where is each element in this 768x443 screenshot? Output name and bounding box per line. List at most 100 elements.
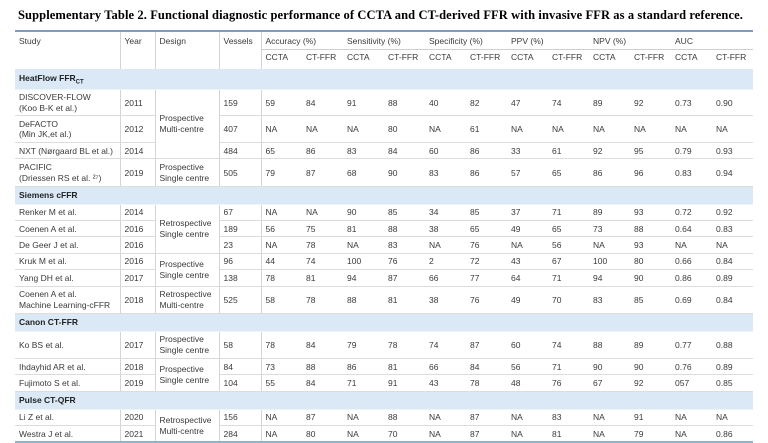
value-cell: NA <box>671 236 713 254</box>
year-cell: 2020 <box>120 409 156 427</box>
subcol-ccta: CCTA <box>265 52 289 62</box>
value-cell: NA <box>261 204 302 222</box>
table-row: Coenen A et al. 2016 189 56 75 81 88 38 65 49 65 73… <box>15 220 754 238</box>
col-header-vessels: Vessels <box>219 31 262 69</box>
value-cell: 86 <box>343 358 385 376</box>
value-cell: 90 <box>384 158 426 187</box>
section-row: Canon CT-FFR <box>15 313 754 332</box>
value-cell: 91 <box>343 89 385 117</box>
subcol-ccta: CCTA <box>347 52 370 62</box>
vessels-cell: 159 <box>219 89 262 117</box>
value-cell: 74 <box>548 331 590 360</box>
value-cell: 86 <box>302 142 344 160</box>
value-cell: 0.90 <box>712 89 754 117</box>
value-cell: 59 <box>261 89 302 117</box>
study-cell: Renker M et al. <box>15 204 121 222</box>
value-cell: 0.72 <box>671 204 713 222</box>
value-cell: NA <box>425 115 467 144</box>
value-cell: 0.79 <box>671 142 713 160</box>
value-cell: NA <box>425 236 467 254</box>
study-cell: Coenen A et al. <box>15 220 121 238</box>
value-cell: 66 <box>425 358 467 376</box>
value-cell: 47 <box>507 89 549 117</box>
value-cell: 83 <box>589 286 631 314</box>
vessels-cell: 67 <box>219 204 262 222</box>
value-cell: 48 <box>507 374 549 392</box>
value-cell: 80 <box>302 425 344 443</box>
value-cell: 76 <box>384 253 426 271</box>
value-cell: NA <box>630 115 672 144</box>
value-cell: 56 <box>507 358 549 376</box>
value-cell: NA <box>302 115 344 144</box>
value-cell: 93 <box>630 236 672 254</box>
value-cell: 77 <box>466 269 508 287</box>
value-cell: 0.86 <box>712 425 754 443</box>
value-cell: 85 <box>384 204 426 222</box>
value-cell: 78 <box>384 331 426 360</box>
value-cell: 92 <box>630 374 672 392</box>
value-cell: 0.64 <box>671 220 713 238</box>
value-cell: 0.66 <box>671 253 713 271</box>
value-cell: 84 <box>302 374 344 392</box>
value-cell: 84 <box>302 89 344 117</box>
value-cell: 76 <box>548 374 590 392</box>
value-cell: 0.92 <box>712 204 754 222</box>
value-cell: 87 <box>466 331 508 360</box>
value-cell: 37 <box>507 204 549 222</box>
vessels-cell: 505 <box>219 158 262 187</box>
col-header-year: Year <box>120 31 156 69</box>
value-cell: 68 <box>343 158 385 187</box>
value-cell: 0.89 <box>712 269 754 287</box>
section-row: Pulse CT-QFR <box>15 391 754 410</box>
table-row: Yang DH et al. 2017 138 78 81 94 87 66 77 64 71 94 9… <box>15 269 754 287</box>
year-cell: 2019 <box>120 374 156 392</box>
vessels-cell: 84 <box>219 358 262 376</box>
subcol-ctffr: CT-FFR <box>388 52 419 62</box>
subcol-ccta: CCTA <box>593 52 616 62</box>
value-cell: 33 <box>507 142 549 160</box>
value-cell: 90 <box>589 358 631 376</box>
table-row: Ko BS et al. 2017 Prospective Single centr… <box>15 331 754 360</box>
col-header-specificity: Specificity (%) <box>425 31 508 50</box>
section-header: Pulse CT-QFR <box>15 391 754 410</box>
table-row: DISCOVER-FLOW (Koo B-K et al.) 2011 Prospe… <box>15 89 754 160</box>
value-cell: 65 <box>261 142 302 160</box>
table-row: Renker M et al. 2014 Retrospective Single … <box>15 204 754 254</box>
value-cell: 100 <box>589 253 631 271</box>
year-cell: 2017 <box>120 331 156 360</box>
subcol-ctffr: CT-FFR <box>470 52 501 62</box>
value-cell: 87 <box>384 269 426 287</box>
vessels-cell: 407 <box>219 115 262 144</box>
value-cell: NA <box>712 409 754 427</box>
value-cell: 81 <box>302 269 344 287</box>
value-cell: 2 <box>425 253 467 271</box>
value-cell: 86 <box>466 142 508 160</box>
value-cell: 87 <box>466 425 508 443</box>
subcol-ctffr: CT-FFR <box>552 52 583 62</box>
value-cell: 88 <box>384 220 426 238</box>
value-cell: 78 <box>466 374 508 392</box>
value-cell: 71 <box>548 269 590 287</box>
col-header-sensitivity: Sensitivity (%) <box>343 31 426 50</box>
value-cell: 81 <box>384 358 426 376</box>
subcol-ccta: CCTA <box>429 52 452 62</box>
value-cell: 81 <box>384 286 426 314</box>
design-cell: Retrospective Single centre <box>155 204 220 254</box>
subcol-ccta: CCTA <box>511 52 534 62</box>
col-header-design: Design <box>155 31 220 69</box>
value-cell: 71 <box>548 204 590 222</box>
value-cell: 73 <box>261 358 302 376</box>
vessels-cell: 23 <box>219 236 262 254</box>
value-cell: 61 <box>548 142 590 160</box>
year-cell: 2014 <box>120 204 156 222</box>
table-row: DeFACTO (Min JK,et al.) 2012 407 NA NA NA 80 NA… <box>15 115 754 144</box>
value-cell: 87 <box>302 409 344 427</box>
col-header-study: Study <box>15 31 121 69</box>
value-cell: 81 <box>548 425 590 443</box>
value-cell: 94 <box>589 269 631 287</box>
value-cell: 74 <box>548 89 590 117</box>
value-cell: 0.94 <box>712 158 754 187</box>
value-cell: NA <box>507 236 549 254</box>
value-cell: NA <box>343 409 385 427</box>
value-cell: 76 <box>466 286 508 314</box>
